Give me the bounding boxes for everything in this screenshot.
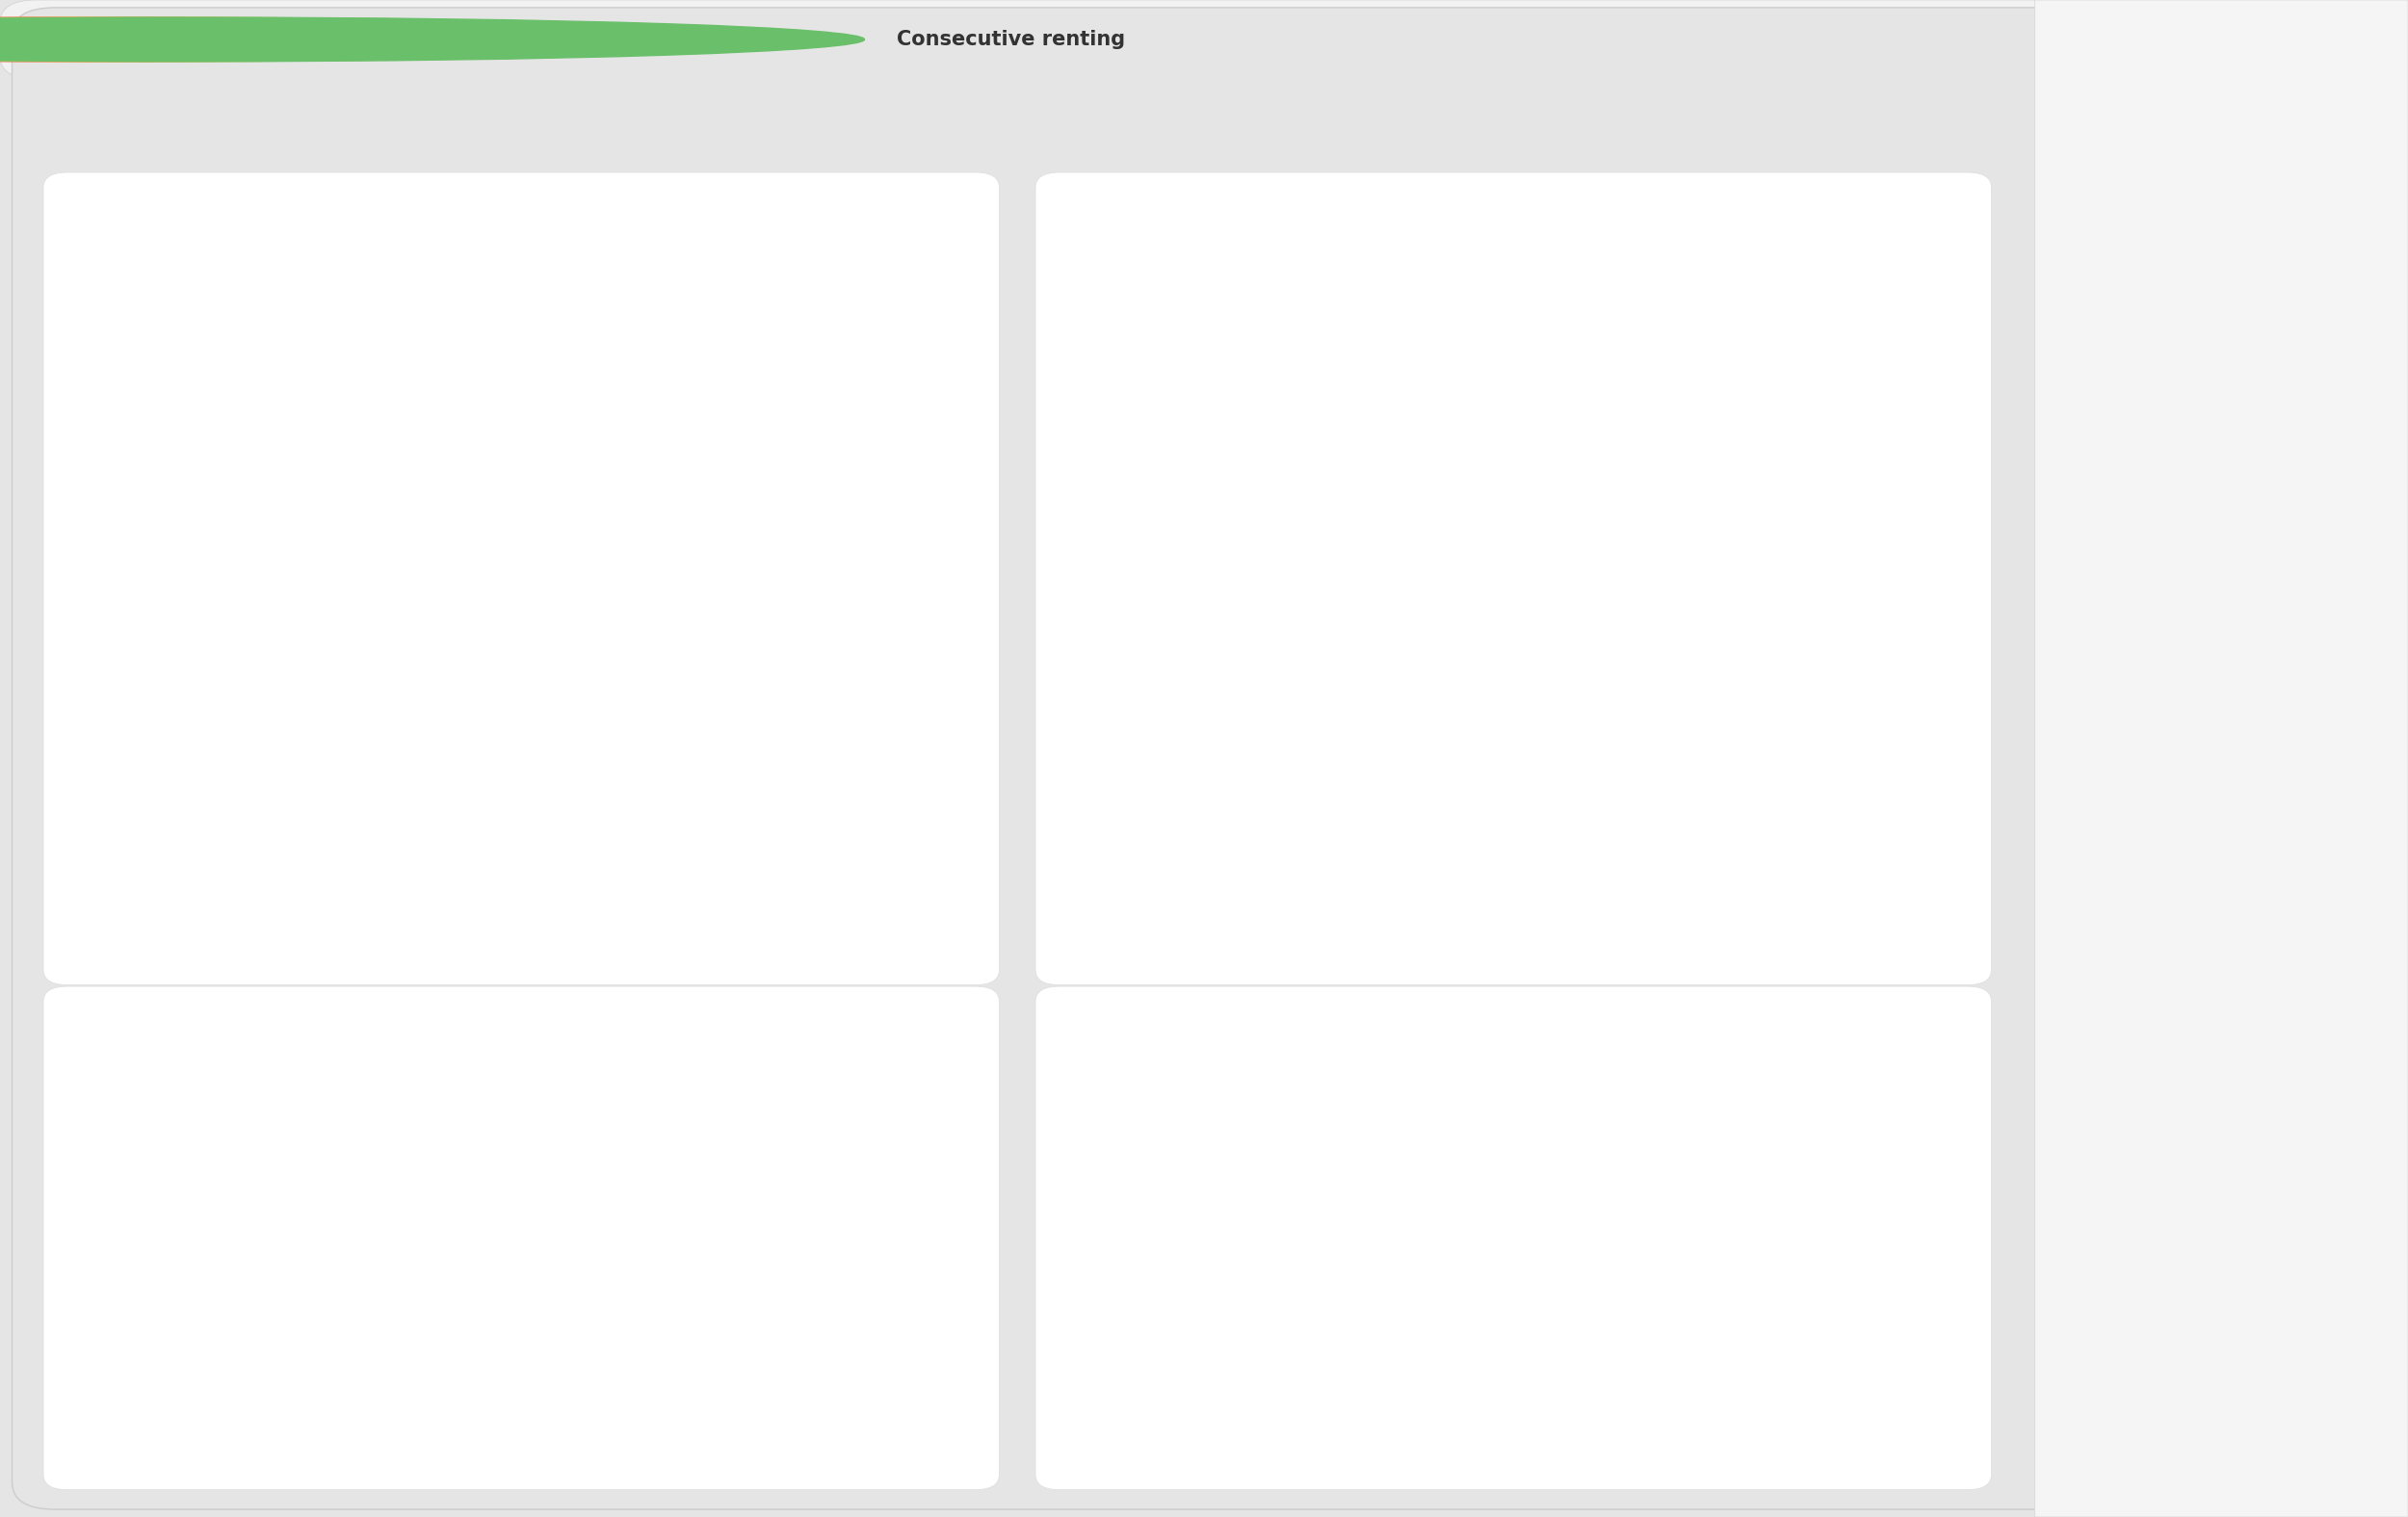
FancyBboxPatch shape xyxy=(2071,228,2138,270)
Text: Parking: Parking xyxy=(2165,1032,2213,1044)
Text: Is influenced by: Is influenced by xyxy=(1507,815,1601,827)
Circle shape xyxy=(1221,554,1243,575)
FancyBboxPatch shape xyxy=(2071,698,2138,740)
Text: Public RE: Public RE xyxy=(2165,968,2225,980)
Text: Residence: Residence xyxy=(2165,777,2232,789)
Text: Area  ▾: Area ▾ xyxy=(2081,167,2136,182)
FancyBboxPatch shape xyxy=(2071,825,2138,868)
Text: ▸  Vacancy %: ▸ Vacancy % xyxy=(1088,853,1161,865)
Text: Friction vacancy in days: Friction vacancy in days xyxy=(106,200,299,217)
FancyBboxPatch shape xyxy=(2071,889,2138,931)
Polygon shape xyxy=(1173,1256,1238,1332)
FancyBboxPatch shape xyxy=(2071,762,2138,804)
Circle shape xyxy=(183,1270,296,1385)
Polygon shape xyxy=(1259,1230,1344,1327)
Text: rental unit  ▾: rental unit ▾ xyxy=(2081,645,2184,660)
Text: All: All xyxy=(2165,713,2182,725)
Polygon shape xyxy=(128,467,209,564)
Circle shape xyxy=(0,17,864,62)
Text: ▸  Lead time cancelation
- new lease: ▸ Lead time cancelation - new lease xyxy=(515,898,653,924)
Polygon shape xyxy=(183,1215,296,1277)
Text: Influences: Influences xyxy=(96,815,157,827)
Text: Is influenced by: Is influenced by xyxy=(515,815,609,827)
Circle shape xyxy=(229,554,250,575)
Text: Type: Type xyxy=(2081,584,2119,599)
Text: Influences: Influences xyxy=(1088,815,1149,827)
Circle shape xyxy=(229,1317,250,1336)
FancyBboxPatch shape xyxy=(2071,482,2138,525)
Polygon shape xyxy=(1192,481,1238,567)
Text: ▸  Acceptance rate: ▸ Acceptance rate xyxy=(515,853,621,865)
Text: (maintenance between leases): (maintenance between leases) xyxy=(1098,228,1327,243)
Text: Vacancy rate: Vacancy rate xyxy=(106,1006,212,1022)
Text: Area A: Area A xyxy=(2165,306,2208,319)
FancyBboxPatch shape xyxy=(2071,419,2138,461)
Text: Area B: Area B xyxy=(2165,370,2208,382)
Circle shape xyxy=(1221,1317,1243,1336)
Text: ▸  Quality of life: ▸ Quality of life xyxy=(96,942,185,954)
Polygon shape xyxy=(183,454,296,514)
Text: Nationwide: Nationwide xyxy=(2165,498,2237,510)
Polygon shape xyxy=(169,505,243,570)
Polygon shape xyxy=(1259,467,1344,564)
Text: Consecutive renting: Consecutive renting xyxy=(898,30,1125,49)
Text: ▸  Quality of life: ▸ Quality of life xyxy=(1088,942,1178,954)
Polygon shape xyxy=(267,467,352,564)
Text: Area C: Area C xyxy=(2165,434,2208,446)
Text: ▸  Non-payments: ▸ Non-payments xyxy=(1088,898,1185,910)
FancyBboxPatch shape xyxy=(2071,355,2138,397)
Polygon shape xyxy=(1120,1230,1202,1327)
FancyBboxPatch shape xyxy=(2071,1016,2138,1059)
Circle shape xyxy=(0,17,811,62)
Text: Vacancy in days: Vacancy in days xyxy=(1098,191,1228,209)
Polygon shape xyxy=(128,1230,209,1327)
Text: Loss of rent: Loss of rent xyxy=(1098,1006,1192,1022)
Polygon shape xyxy=(267,1230,352,1327)
Circle shape xyxy=(183,507,296,622)
Circle shape xyxy=(1175,1270,1288,1385)
Text: All: All xyxy=(2165,243,2182,255)
Text: (remember): (remember) xyxy=(2081,99,2160,112)
Circle shape xyxy=(0,17,759,62)
Circle shape xyxy=(1175,507,1288,622)
FancyBboxPatch shape xyxy=(2071,953,2138,995)
FancyBboxPatch shape xyxy=(2071,291,2138,334)
Text: CRE: CRE xyxy=(2165,904,2191,916)
Polygon shape xyxy=(157,1288,243,1333)
Polygon shape xyxy=(1120,467,1202,564)
Text: ✓: ✓ xyxy=(2083,713,2093,725)
Text: ▸  Vacancy %: ▸ Vacancy % xyxy=(96,853,169,865)
Text: Filters: Filters xyxy=(2081,53,2143,70)
Text: ▸  Quality of pre-inspection: ▸ Quality of pre-inspection xyxy=(1507,898,1662,910)
Polygon shape xyxy=(1175,1215,1288,1277)
Text: ✓: ✓ xyxy=(2083,243,2093,255)
Text: ▸  Lead time maintenance: ▸ Lead time maintenance xyxy=(1507,853,1654,865)
Text: ▸  Loss of rent: ▸ Loss of rent xyxy=(96,898,173,910)
Polygon shape xyxy=(1175,454,1288,514)
Text: Luxury unit: Luxury unit xyxy=(2165,840,2237,853)
